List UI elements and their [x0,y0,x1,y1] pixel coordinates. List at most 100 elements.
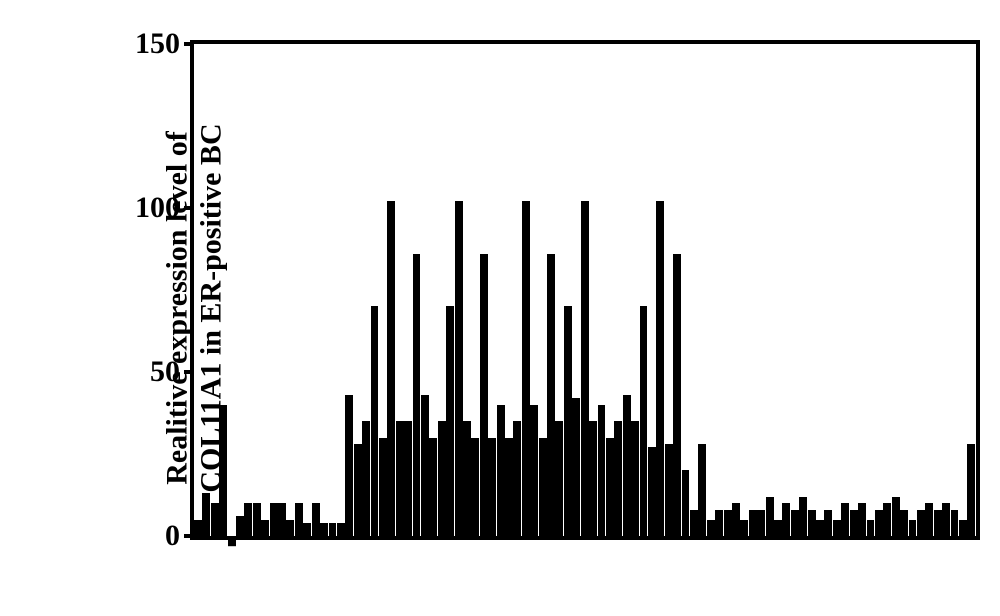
bar [555,421,563,536]
bar [539,438,547,536]
bar [690,510,698,536]
ylabel-line1: Realitive expression level of [161,131,194,485]
bar [547,254,555,536]
bar [320,523,328,536]
bar [194,520,202,536]
bar [505,438,513,536]
bar [816,520,824,536]
bar [480,254,488,536]
bar [799,497,807,536]
bar [631,421,639,536]
bar [900,510,908,536]
bar [640,306,648,536]
bar [598,405,606,536]
bar [951,510,959,536]
bar [867,520,875,536]
bar [883,503,891,536]
bar [623,395,631,536]
bar [564,306,572,536]
bar [757,510,765,536]
bar [396,421,404,536]
bar [261,520,269,536]
bar [934,510,942,536]
bar [236,516,244,536]
bar [858,503,866,536]
bar [362,421,370,536]
ytick-mark [184,370,194,374]
bar [909,520,917,536]
bar [270,503,278,536]
bar [354,444,362,536]
bar [522,201,530,536]
bar [404,421,412,536]
bar [724,510,732,536]
bar [875,510,883,536]
bar [682,470,690,536]
bar [312,503,320,536]
bar [917,510,925,536]
bar [371,306,379,536]
bar [698,444,706,536]
bar [488,438,496,536]
bar [303,523,311,536]
bar [202,493,210,536]
bar [782,503,790,536]
bar [471,438,479,536]
ytick-mark [184,42,194,46]
bar [967,444,975,536]
bar [606,438,614,536]
bar [581,201,589,536]
bar [732,503,740,536]
bar [253,503,261,536]
bar [513,421,521,536]
bar [656,201,664,536]
bar [774,520,782,536]
bars-group [194,44,976,536]
bar [892,497,900,536]
bar [942,503,950,536]
bar [429,438,437,536]
bar [925,503,933,536]
bar [228,536,236,546]
bar [244,503,252,536]
bar [413,254,421,536]
bar [497,405,505,536]
bar [530,405,538,536]
bar [715,510,723,536]
bar [589,421,597,536]
bar [421,395,429,536]
bar [211,503,219,536]
bar [286,520,294,536]
bar [707,520,715,536]
bar [841,503,849,536]
ytick-mark [184,534,194,538]
bar [438,421,446,536]
bar [387,201,395,536]
ytick-mark [184,206,194,210]
bar [665,444,673,536]
bar [463,421,471,536]
bar [833,520,841,536]
bar [455,201,463,536]
bar [808,510,816,536]
bar [219,405,227,536]
bar [337,523,345,536]
bar [345,395,353,536]
bar [278,503,286,536]
bar [614,421,622,536]
bar [791,510,799,536]
bar [740,520,748,536]
bar [295,503,303,536]
bar [379,438,387,536]
bar [749,510,757,536]
bar [648,447,656,536]
bar [329,523,337,536]
bar [446,306,454,536]
bar [673,254,681,536]
bar [959,520,967,536]
plot-area: 050100150 [190,40,980,540]
chart-container: Realitive expression level of COL11A1 in… [20,20,1000,596]
bar [824,510,832,536]
bar [850,510,858,536]
bar [766,497,774,536]
